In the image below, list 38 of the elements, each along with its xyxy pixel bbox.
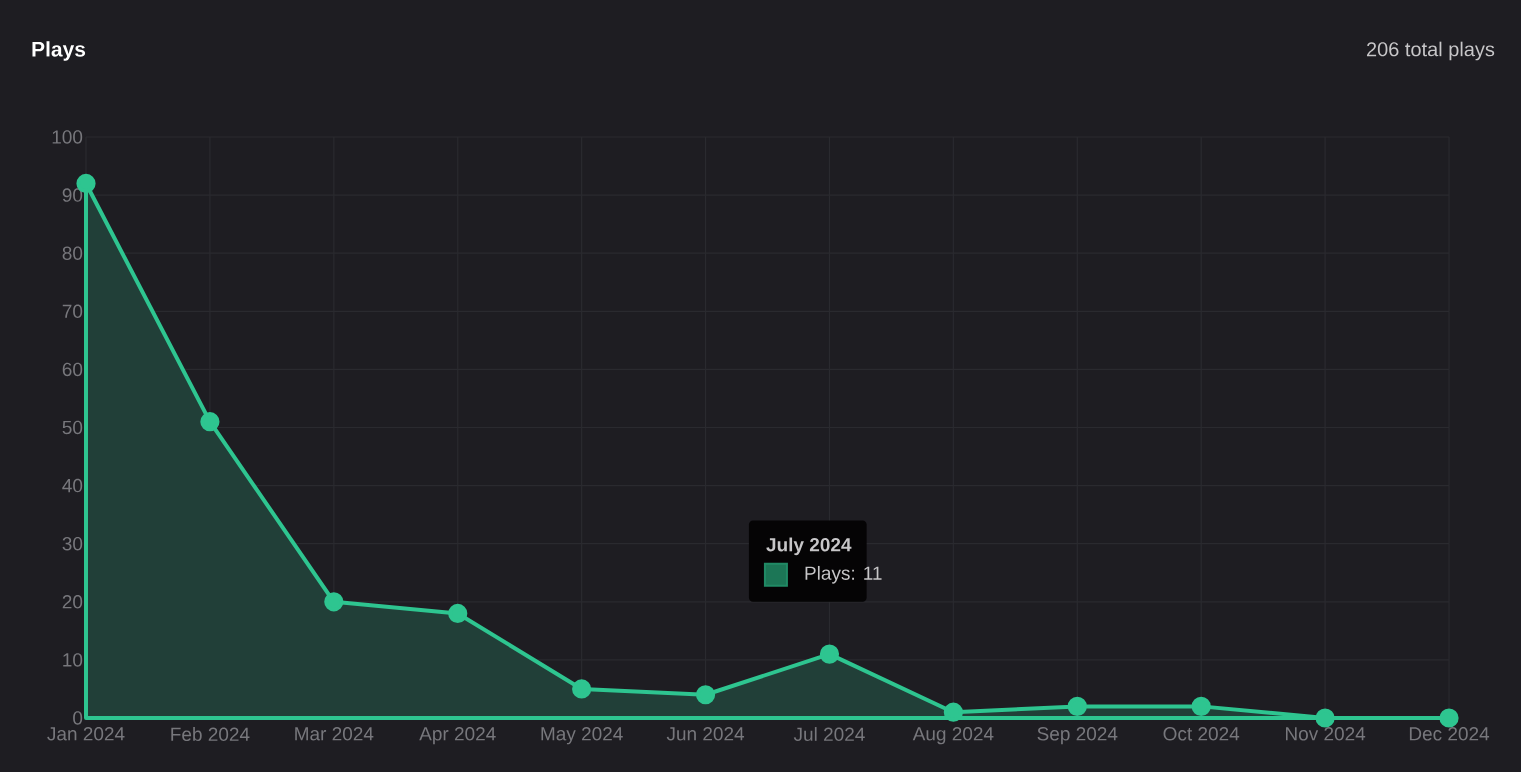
y-tick-label: 50 [62, 420, 83, 435]
x-tick-label: Aug 2024 [912, 727, 994, 745]
y-tick-label: 90 [62, 188, 83, 202]
point [448, 603, 468, 624]
y-tick-label: 100 [52, 130, 83, 144]
y-tick-label: 30 [62, 536, 83, 551]
y-tick-label: 40 [62, 478, 83, 493]
chart-subtitle: 206 total plays [1366, 41, 1495, 61]
point [819, 644, 840, 664]
chart-title: Plays [32, 41, 86, 61]
x-tick-label: Apr 2024 [419, 727, 496, 745]
point [200, 412, 220, 432]
x-tick-label: May 2024 [541, 727, 623, 745]
x-tick-label: Jul 2024 [793, 727, 865, 742]
point [1191, 696, 1211, 716]
point [943, 702, 963, 722]
y-tick-label: 80 [62, 246, 83, 260]
y-tick-label: 0 [73, 711, 83, 725]
point [572, 679, 592, 699]
x-tick-label: Oct 2024 [1163, 727, 1240, 741]
y-tick-label: 20 [62, 595, 83, 609]
x-tick-label: Feb 2024 [171, 727, 250, 742]
point [1315, 708, 1335, 728]
x-tick-label: Nov 2024 [1286, 727, 1366, 741]
x-tick-label: Sep 2024 [1037, 727, 1118, 745]
y-tick-label: 10 [63, 653, 83, 667]
point [695, 685, 716, 705]
point [1439, 708, 1459, 728]
x-tick-label: Jan 2024 [47, 727, 125, 741]
point [1067, 696, 1087, 716]
annotation: July 2024 [766, 537, 852, 556]
x-tick-label: Dec 2024 [1409, 727, 1490, 741]
y-tick-label: 60 [62, 362, 83, 377]
x-tick-label: Mar 2024 [295, 727, 374, 741]
point [324, 592, 344, 612]
y-tick-label: 70 [62, 304, 83, 319]
x-tick-label: Jun 2024 [666, 727, 745, 741]
annotation: Plays: 11 [805, 565, 882, 584]
